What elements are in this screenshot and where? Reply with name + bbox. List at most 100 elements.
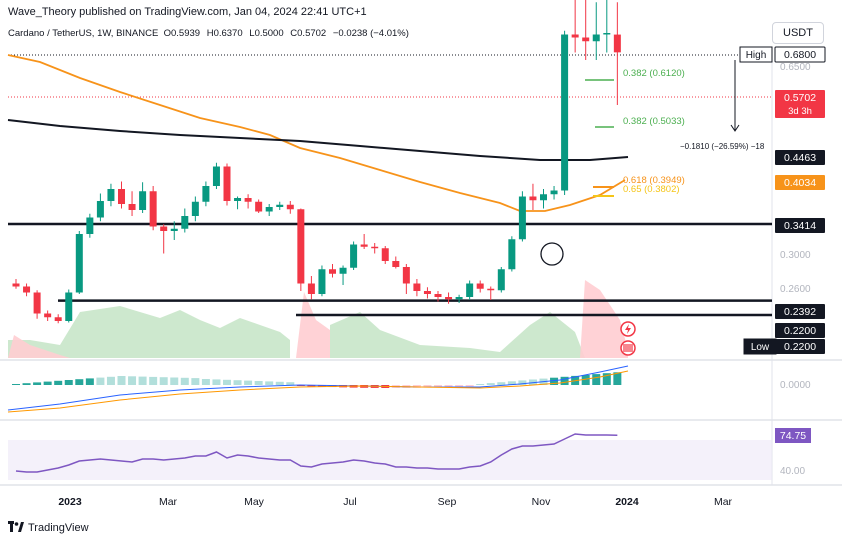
candle-body <box>423 291 431 294</box>
macd-histogram-bar <box>12 384 20 385</box>
candle-body <box>276 204 284 207</box>
candle-body <box>128 204 136 210</box>
price-label-box <box>775 339 825 354</box>
symbol-name[interactable]: Cardano / TetherUS, 1W, BINANCE <box>8 28 159 39</box>
candle-body <box>234 198 242 201</box>
macd-histogram-bar <box>507 381 516 385</box>
momentum-area-red <box>8 280 628 358</box>
macd-histogram-bar <box>602 373 611 385</box>
macd-histogram-bar <box>223 379 231 385</box>
price-label-box <box>775 323 825 338</box>
candle-body <box>86 217 94 234</box>
macd-histogram-bar <box>85 378 94 385</box>
momentum-area-green <box>8 306 585 358</box>
candle-body <box>434 294 442 297</box>
high-value: 0.6370 <box>213 28 243 39</box>
price-label-value: 0.5702 <box>784 92 816 104</box>
macd-histogram-bar <box>518 380 527 385</box>
price-label-value: 0.4034 <box>784 177 816 189</box>
highlight-circle <box>540 242 564 266</box>
rsi-band <box>8 440 772 480</box>
price-label-box <box>775 218 825 233</box>
candle-body <box>392 261 400 267</box>
candle-body <box>445 297 453 300</box>
candle-body <box>139 191 147 210</box>
price-label-tag: High <box>746 50 767 61</box>
candle-body <box>96 201 104 218</box>
macd-histogram-bar <box>22 383 31 385</box>
candle-body <box>561 34 569 191</box>
open-value: 0.5939 <box>170 28 201 39</box>
price-label-box <box>775 304 825 319</box>
macd-histogram-bar <box>444 385 453 388</box>
candle-body <box>244 198 252 202</box>
x-axis-tick-label: 2024 <box>615 496 639 508</box>
y-axis-tick-label: 0.3000 <box>780 250 811 261</box>
x-axis-tick-label: Sep <box>438 496 457 508</box>
candle-body <box>487 288 495 291</box>
price-label-tag: Low <box>751 342 770 353</box>
price-label-value: 0.2200 <box>784 325 816 337</box>
annotation-label: 0.618 (0.3949) <box>623 175 685 186</box>
macd-histogram-bar <box>423 385 432 388</box>
candle-body <box>212 166 220 186</box>
candle-body <box>160 226 168 231</box>
candle-body <box>107 189 115 201</box>
macd-histogram-bar <box>138 376 147 385</box>
candle-body <box>181 216 189 229</box>
price-label-value: 0.6800 <box>784 49 816 61</box>
open-label: O <box>163 28 171 39</box>
candle-body <box>476 283 484 289</box>
low-label: L <box>249 28 255 39</box>
macd-histogram-bar <box>233 380 242 385</box>
price-label-value: 0.4463 <box>784 152 816 164</box>
high-label: H <box>206 28 214 39</box>
candle-body <box>529 196 537 201</box>
candle-body <box>413 283 421 291</box>
candle-body <box>307 283 315 294</box>
candle-body <box>582 37 590 42</box>
currency-button[interactable]: USDT <box>772 22 824 44</box>
candle-body <box>497 269 505 291</box>
lightning-glyph-icon <box>625 324 631 334</box>
annotation-label: 0.65 (0.3802) <box>623 184 680 195</box>
macd-histogram-bar <box>149 376 158 385</box>
macd-signal-line <box>7 370 629 413</box>
candle-body <box>360 244 368 247</box>
candle-body <box>149 191 157 227</box>
macd-histogram-bar <box>560 376 569 385</box>
macd-histogram-bar <box>613 372 622 385</box>
y-axis-tick-label: 0.2600 <box>780 284 811 295</box>
candle-body <box>75 234 83 293</box>
tradingview-logo-text: TradingView <box>28 522 89 534</box>
candle-body <box>381 248 389 261</box>
tradingview-logo[interactable]: TradingView <box>8 521 89 535</box>
candle-body <box>286 204 294 210</box>
candle-body <box>191 201 199 216</box>
x-axis-tick-label: May <box>244 496 265 508</box>
macd-histogram-bar <box>592 374 601 385</box>
price-label-value: 0.2200 <box>784 341 816 353</box>
x-axis-tick-label: 2023 <box>58 496 82 508</box>
rsi-value-box <box>775 428 811 443</box>
macd-line <box>7 365 629 411</box>
candle-body <box>329 269 336 274</box>
candle-body <box>265 207 273 212</box>
rsi-line <box>15 433 618 473</box>
price-label-countdown: 3d 3h <box>788 106 812 117</box>
macd-histogram-bar <box>550 377 559 385</box>
candle-body <box>508 239 516 270</box>
candle-body <box>518 196 526 240</box>
macd-histogram-bar <box>212 379 221 385</box>
flag-glyph-icon <box>623 344 633 352</box>
candle-body <box>23 286 31 293</box>
candle-body <box>118 189 125 204</box>
candle-body <box>402 267 410 284</box>
macd-histogram-bar <box>497 382 506 385</box>
macd-histogram-bar <box>254 381 263 385</box>
macd-histogram-bar <box>106 376 115 385</box>
annotation-label: 0.382 (0.5033) <box>623 116 685 127</box>
candle-body <box>540 194 547 201</box>
candle-body <box>571 34 579 38</box>
